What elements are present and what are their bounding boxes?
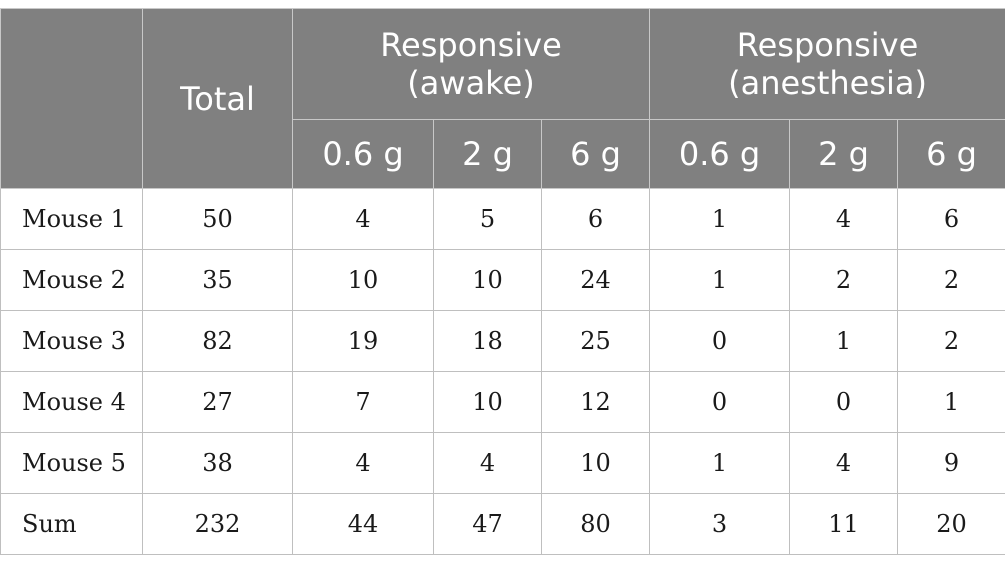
awake-cell: 24 <box>540 249 651 311</box>
anesthesia-cell: 1 <box>649 249 791 311</box>
table-header: Total Responsive (awake) Responsive (ane… <box>0 8 1005 189</box>
awake-cell: 80 <box>540 493 651 555</box>
header-awake-weight: 2 g <box>433 119 542 189</box>
anesthesia-cell: 0 <box>649 371 791 433</box>
anesthesia-cell: 2 <box>897 249 1005 311</box>
total-cell: 38 <box>142 432 293 494</box>
header-corner-cell <box>0 8 143 189</box>
header-group-awake: Responsive (awake) <box>291 8 651 120</box>
table-row: Mouse 3 82 19 18 25 0 1 2 <box>0 310 1005 372</box>
header-row-groups: Total Responsive (awake) Responsive (ane… <box>0 8 1005 189</box>
row-label: Sum <box>0 493 143 555</box>
row-label: Mouse 3 <box>0 310 143 372</box>
table-row: Mouse 1 50 4 5 6 1 4 6 <box>0 188 1005 250</box>
anesthesia-cell: 2 <box>897 310 1005 372</box>
awake-cell: 19 <box>292 310 434 372</box>
header-total: Total <box>142 8 293 189</box>
table-row: Mouse 4 27 7 10 12 0 0 1 <box>0 371 1005 433</box>
data-table: Total Responsive (awake) Responsive (ane… <box>0 8 1005 555</box>
table-row: Mouse 5 38 4 4 10 1 4 9 <box>0 432 1005 494</box>
anesthesia-cell: 3 <box>649 493 791 555</box>
table-row: Mouse 2 35 10 10 24 1 2 2 <box>0 249 1005 311</box>
total-cell: 27 <box>142 371 293 433</box>
awake-cell: 6 <box>540 188 651 250</box>
table-row-sum: Sum 232 44 47 80 3 11 20 <box>0 493 1005 555</box>
awake-cell: 44 <box>292 493 434 555</box>
header-row-weights: 0.6 g 2 g 6 g 0.6 g 2 g 6 g <box>1 119 1005 189</box>
header-group-awake-line2: (awake) <box>407 64 535 102</box>
anesthesia-cell: 1 <box>649 188 791 250</box>
table-body: Mouse 1 50 4 5 6 1 4 6 Mouse 2 35 10 10 … <box>0 188 1005 555</box>
awake-cell: 4 <box>292 188 434 250</box>
row-label: Mouse 5 <box>0 432 143 494</box>
awake-cell: 12 <box>540 371 651 433</box>
anesthesia-cell: 1 <box>789 310 899 372</box>
total-cell: 50 <box>142 188 293 250</box>
awake-cell: 10 <box>292 249 434 311</box>
awake-cell: 7 <box>292 371 434 433</box>
header-group-anesthesia-line2: (anesthesia) <box>728 64 927 102</box>
anesthesia-cell: 4 <box>789 432 899 494</box>
header-group-awake-line1: Responsive <box>380 26 562 64</box>
header-anesthesia-weight: 6 g <box>897 119 1005 189</box>
total-cell: 35 <box>142 249 293 311</box>
row-label: Mouse 1 <box>0 188 143 250</box>
row-label: Mouse 2 <box>0 249 143 311</box>
anesthesia-cell: 9 <box>897 432 1005 494</box>
header-anesthesia-weight: 2 g <box>789 119 899 189</box>
row-label: Mouse 4 <box>0 371 143 433</box>
awake-cell: 47 <box>433 493 542 555</box>
header-anesthesia-weight: 0.6 g <box>649 119 791 189</box>
anesthesia-cell: 1 <box>649 432 791 494</box>
anesthesia-cell: 6 <box>897 188 1005 250</box>
total-cell: 232 <box>142 493 293 555</box>
anesthesia-cell: 0 <box>789 371 899 433</box>
awake-cell: 18 <box>433 310 542 372</box>
header-group-anesthesia: Responsive (anesthesia) <box>649 8 1005 120</box>
anesthesia-cell: 2 <box>789 249 899 311</box>
awake-cell: 10 <box>433 249 542 311</box>
awake-cell: 4 <box>433 432 542 494</box>
awake-cell: 10 <box>433 371 542 433</box>
header-group-anesthesia-line1: Responsive <box>736 26 919 64</box>
awake-cell: 5 <box>433 188 542 250</box>
anesthesia-cell: 11 <box>789 493 899 555</box>
anesthesia-cell: 0 <box>649 310 791 372</box>
anesthesia-cell: 20 <box>897 493 1005 555</box>
awake-cell: 10 <box>540 432 651 494</box>
awake-cell: 25 <box>540 310 651 372</box>
header-awake-weight: 0.6 g <box>292 119 434 189</box>
anesthesia-cell: 1 <box>897 371 1005 433</box>
awake-cell: 4 <box>292 432 434 494</box>
anesthesia-cell: 4 <box>789 188 899 250</box>
total-cell: 82 <box>142 310 293 372</box>
header-awake-weight: 6 g <box>540 119 651 189</box>
